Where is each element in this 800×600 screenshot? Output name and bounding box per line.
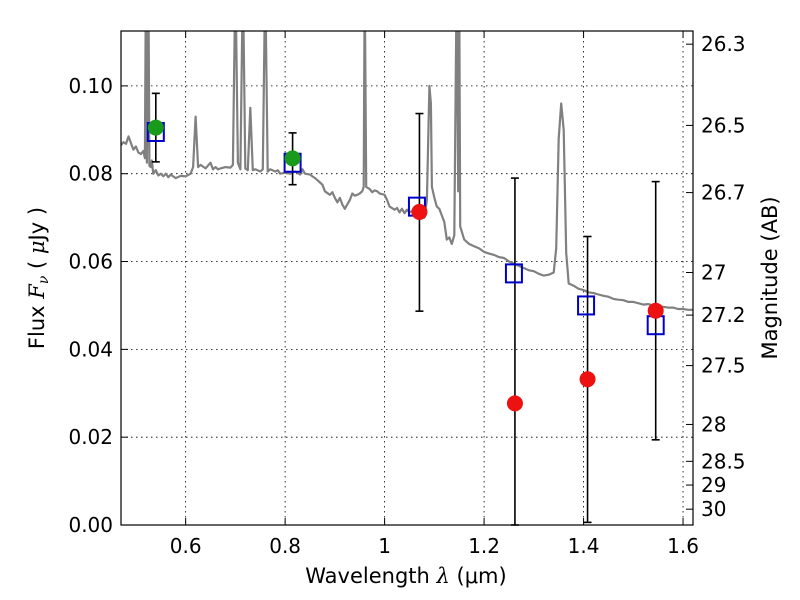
- y2-tick-label: 28.5: [701, 449, 746, 473]
- y-tick-label: 0.06: [68, 250, 113, 274]
- model-spectrum-line: [121, 31, 693, 311]
- x-tick-label: 0.6: [170, 534, 202, 558]
- observed-point-red: [411, 203, 428, 220]
- y2-tick-label: 26.3: [701, 32, 746, 56]
- y-tick-label: 0.04: [68, 337, 113, 361]
- y-tick-label: 0.10: [68, 74, 113, 98]
- observed-point-red: [506, 395, 523, 412]
- y2-tick-label: 26.5: [701, 113, 746, 137]
- y2-tick-label: 27.2: [701, 303, 746, 327]
- x-tick-label: 1.4: [568, 534, 600, 558]
- axis-ticks: 0.6 0.8 1 1.2 1.4 1.6 0.00 0.02 0.04 0.06 0.08 0.10…: [68, 31, 746, 558]
- observed-point-green: [284, 150, 301, 167]
- y-tick-label: 0.00: [68, 513, 113, 537]
- y2-tick-label: 27: [701, 261, 726, 285]
- secondary-y-axis-label: Magnitude (AB): [758, 196, 782, 359]
- y2-tick-label: 26.7: [701, 181, 746, 205]
- model-photometry-square: [577, 295, 596, 316]
- plot-frame: [120, 30, 694, 526]
- y2-tick-label: 28: [701, 412, 726, 436]
- model-photometry-square: [504, 263, 523, 284]
- y-tick-label: 0.02: [68, 425, 113, 449]
- y-tick-label: 0.08: [68, 162, 113, 186]
- spectrum-layer: [121, 31, 693, 311]
- observed-point-red: [647, 302, 664, 319]
- grid-lines: [121, 31, 693, 526]
- y2-tick-label: 30: [701, 497, 726, 521]
- model-photometry-layer: [146, 121, 665, 336]
- observed-point-green: [147, 119, 164, 136]
- x-tick-label: 0.8: [269, 534, 301, 558]
- observed-point-red: [579, 371, 596, 388]
- errorbar-layer: [151, 92, 660, 526]
- y-axis-label: Flux Fν ( μJy ): [25, 207, 52, 349]
- x-tick-label: 1.2: [468, 534, 500, 558]
- y2-tick-label: 29: [701, 473, 726, 497]
- x-axis-label: Wavelength λ (μm): [305, 564, 506, 588]
- x-tick-label: 1: [378, 534, 391, 558]
- x-tick-label: 1.6: [667, 534, 699, 558]
- y2-tick-label: 27.5: [701, 354, 746, 378]
- observed-photometry-layer: [147, 119, 664, 412]
